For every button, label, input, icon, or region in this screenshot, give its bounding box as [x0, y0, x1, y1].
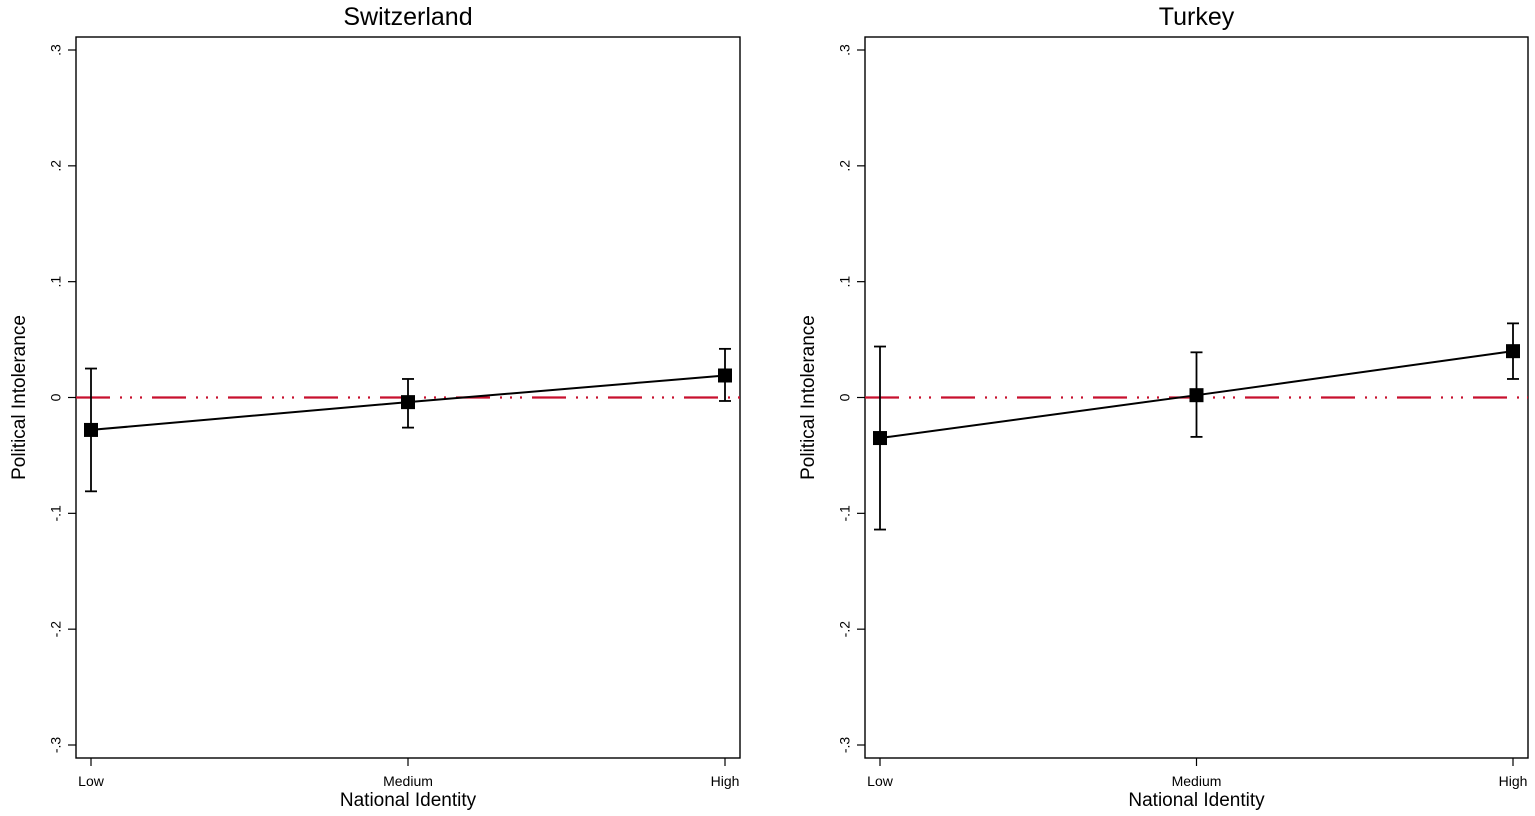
panel-title: Turkey [1159, 3, 1235, 31]
x-axis-title: National Identity [340, 790, 477, 811]
y-tick-label: .1 [837, 276, 853, 288]
data-point-square [718, 368, 732, 383]
y-axis-title: Political Intolerance [798, 315, 819, 480]
x-tick-label: Medium [383, 773, 433, 789]
x-tick-label: High [711, 773, 740, 789]
y-tick-label: -.1 [48, 505, 64, 522]
x-tick-label: High [1499, 773, 1528, 789]
data-point-square [84, 422, 98, 437]
y-tick-label: .3 [48, 44, 64, 56]
y-axis-title: Political Intolerance [9, 315, 30, 480]
y-tick-label: .2 [48, 160, 64, 172]
data-point-square [401, 395, 415, 410]
y-tick-label: 0 [48, 393, 64, 401]
y-tick-label: -.2 [837, 621, 853, 638]
x-tick-label: Low [867, 773, 894, 789]
panel-0: Switzerland -.3 -.2 -.1 0 .1 .2 .3 Low Medium High… [9, 3, 741, 811]
x-tick-label: Medium [1172, 773, 1222, 789]
y-tick-label: .2 [837, 160, 853, 172]
y-tick-label: -.3 [837, 737, 853, 754]
data-point-square [873, 431, 887, 446]
y-tick-label: 0 [837, 393, 853, 401]
y-tick-label: -.3 [48, 737, 64, 754]
y-tick-label: -.2 [48, 621, 64, 638]
panel-title: Switzerland [343, 3, 472, 31]
y-tick-label: -.1 [837, 505, 853, 522]
y-tick-label: .1 [48, 276, 64, 288]
x-tick-label: Low [78, 773, 105, 789]
data-point-square [1189, 388, 1204, 403]
panel-1: Turkey -.3 -.2 -.1 0 .1 .2 .3 Low Medium High Natio… [798, 3, 1529, 811]
y-tick-label: .3 [837, 44, 853, 56]
data-point-square [1506, 344, 1520, 359]
x-axis-title: National Identity [1128, 790, 1265, 811]
